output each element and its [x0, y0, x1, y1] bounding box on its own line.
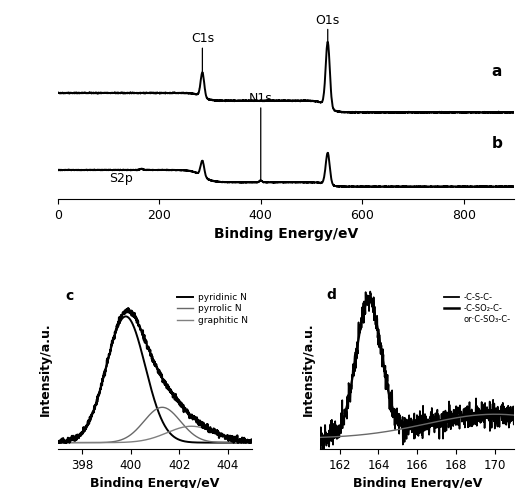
X-axis label: Binding Energy/eV: Binding Energy/eV [90, 477, 219, 488]
Text: O1s: O1s [316, 14, 340, 42]
Legend: -C-S-C-, -C-SO₂-C-, or·C-SO₃-C-: -C-S-C-, -C-SO₂-C-, or·C-SO₃-C- [444, 293, 510, 324]
X-axis label: Binding Energy/eV: Binding Energy/eV [353, 477, 482, 488]
Text: N1s: N1s [249, 92, 272, 180]
Text: a: a [491, 64, 502, 79]
X-axis label: Binding Energy/eV: Binding Energy/eV [214, 227, 358, 241]
Text: C1s: C1s [191, 32, 214, 72]
Text: d: d [326, 288, 336, 303]
Legend: pyridinic N, pyrrolic N, graphitic N: pyridinic N, pyrrolic N, graphitic N [177, 293, 248, 325]
Text: S2p: S2p [109, 172, 133, 185]
Text: c: c [65, 289, 74, 303]
Y-axis label: Intensity/a.u.: Intensity/a.u. [39, 322, 52, 416]
Y-axis label: Intensity/a.u.: Intensity/a.u. [301, 322, 314, 416]
Text: b: b [491, 136, 502, 151]
